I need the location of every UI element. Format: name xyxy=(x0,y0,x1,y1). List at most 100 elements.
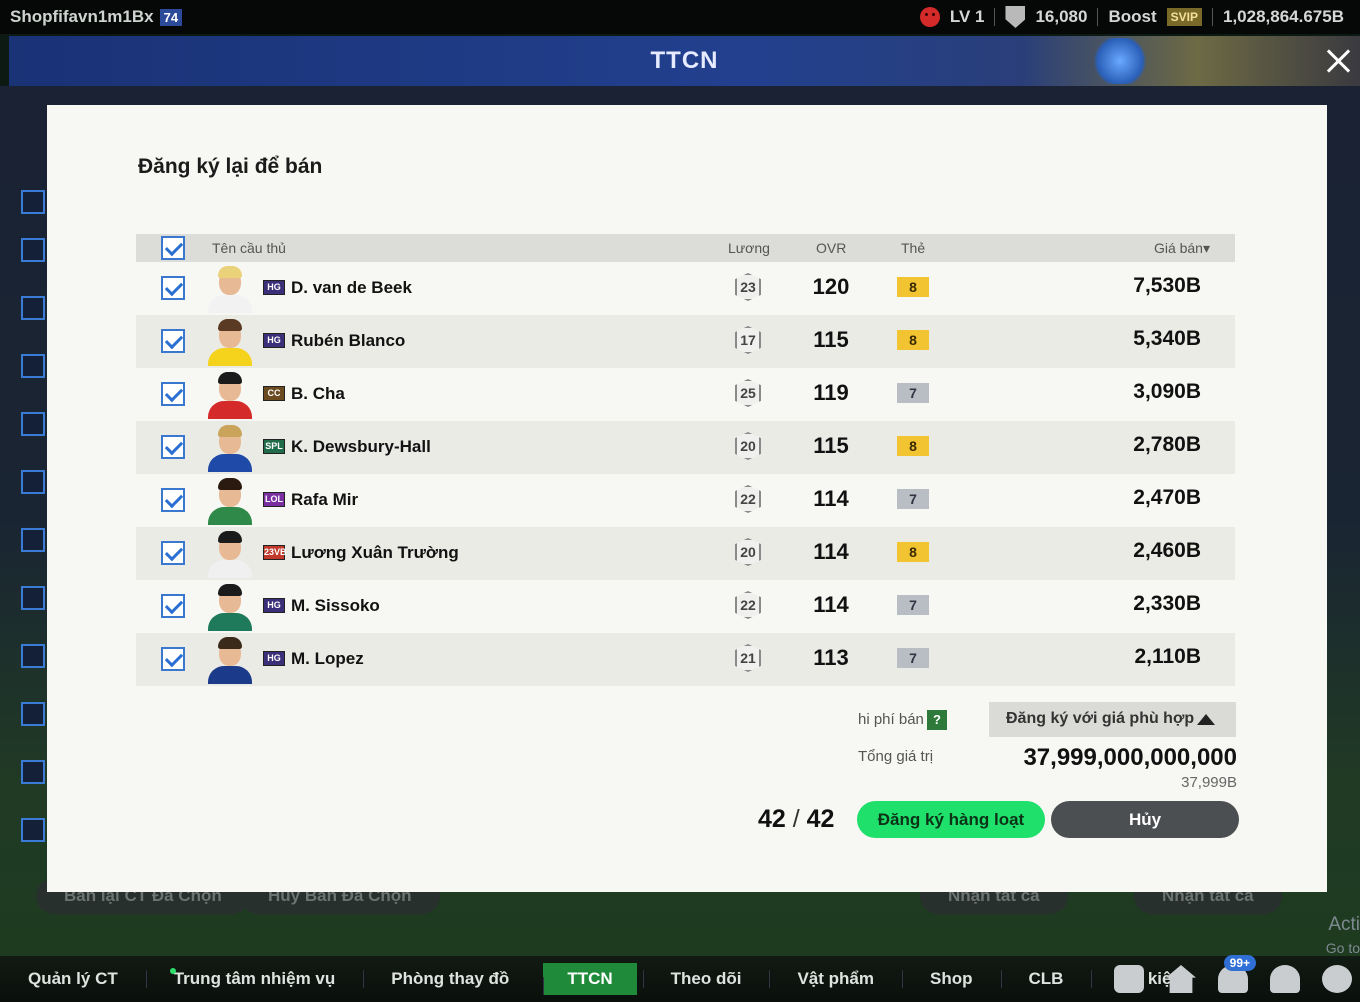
nav-item-shop[interactable]: Shop xyxy=(902,956,1001,1002)
nav-item-club[interactable]: CLB xyxy=(1000,956,1092,1002)
player-table: Tên cầu thủ Lương OVR Thẻ Giá bán▾ HG D. … xyxy=(136,234,1235,686)
table-row[interactable]: LOL Rafa Mir 22 114 7 2,470B xyxy=(136,474,1235,527)
salary-badge: 25 xyxy=(735,379,761,407)
svip-badge: SVIP xyxy=(1166,8,1202,26)
row-checkbox[interactable] xyxy=(161,435,185,459)
background-checkbox xyxy=(21,818,45,842)
bell-icon[interactable]: 99+ xyxy=(1218,955,1256,993)
background-checkbox xyxy=(21,354,45,378)
nav-item-ttcn[interactable]: TTCN xyxy=(543,963,637,995)
close-icon[interactable] xyxy=(1322,44,1356,78)
nav-item-locker[interactable]: Phòng thay đồ xyxy=(363,956,537,1002)
player-ovr: 114 xyxy=(813,539,849,564)
sell-price: 2,330B xyxy=(1133,592,1201,615)
background-checkbox xyxy=(21,528,45,552)
nav-item-items[interactable]: Vật phẩm xyxy=(769,956,902,1002)
total-value: 37,999,000,000,000 xyxy=(1023,744,1237,771)
player-name: M. Lopez xyxy=(291,649,364,668)
card-grade: 7 xyxy=(897,383,929,403)
player-name: Rubén Blanco xyxy=(291,331,406,350)
divider xyxy=(1212,8,1213,26)
profile-icon[interactable] xyxy=(1270,965,1300,993)
player-avatar xyxy=(206,583,254,631)
page-header: TTCN xyxy=(9,36,1360,86)
top-stats: LV 1 16,080 Boost SVIP 1,028,864.675B xyxy=(919,0,1344,34)
season-badge: LOL xyxy=(263,492,285,507)
player-avatar xyxy=(206,530,254,578)
gear-icon[interactable] xyxy=(1322,965,1352,993)
column-ovr: OVR xyxy=(816,240,847,256)
total-label: Tổng giá trị xyxy=(858,748,934,765)
player-name: Rafa Mir xyxy=(291,490,359,509)
season-badge: HG xyxy=(263,280,285,295)
selection-count: 42 / 42 xyxy=(758,805,834,834)
chat-icon[interactable] xyxy=(1114,965,1144,993)
table-row[interactable]: HG M. Sissoko 22 114 7 2,330B xyxy=(136,580,1235,633)
salary-badge: 20 xyxy=(735,432,761,460)
background-checkbox xyxy=(21,760,45,784)
background-checkbox xyxy=(21,190,45,214)
background-checkbox xyxy=(21,238,45,262)
sell-price: 3,090B xyxy=(1133,380,1201,403)
player-avatar xyxy=(206,477,254,525)
player-ovr: 114 xyxy=(813,592,849,617)
table-row[interactable]: CC B. Cha 25 119 7 3,090B xyxy=(136,368,1235,421)
salary-badge: 20 xyxy=(735,538,761,566)
player-ovr: 115 xyxy=(813,327,849,352)
count-total: 42 xyxy=(806,805,835,833)
balance: 1,028,864.675B xyxy=(1223,7,1344,26)
player-name: D. van de Beek xyxy=(291,278,412,297)
bulk-register-button[interactable]: Đăng ký hàng loạt xyxy=(857,801,1045,838)
nav-item-watch[interactable]: Theo dõi xyxy=(642,956,770,1002)
background-checkbox xyxy=(21,644,45,668)
season-badge: HG xyxy=(263,651,285,666)
price-mode-value: Đăng ký với giá phù hợp xyxy=(1006,710,1195,727)
rank-points: 16,080 xyxy=(1035,7,1088,26)
table-row[interactable]: HG D. van de Beek 23 120 8 7,530B xyxy=(136,262,1235,315)
table-row[interactable]: HG Rubén Blanco 17 115 8 5,340B xyxy=(136,315,1235,368)
player-ovr: 113 xyxy=(813,645,849,670)
select-all-checkbox[interactable] xyxy=(161,236,185,260)
row-checkbox[interactable] xyxy=(161,329,185,353)
salary-badge: 22 xyxy=(735,591,761,619)
player-name: K. Dewsbury-Hall xyxy=(291,437,431,456)
sell-price: 2,470B xyxy=(1133,486,1201,509)
count-separator: / xyxy=(785,805,807,833)
home-icon[interactable]: 6 xyxy=(1166,965,1196,993)
price-mode-dropdown[interactable]: Đăng ký với giá phù hợp xyxy=(989,702,1236,737)
row-checkbox[interactable] xyxy=(161,594,185,618)
player-ovr: 115 xyxy=(813,433,849,458)
mood-face-icon xyxy=(919,7,940,27)
nav-icon-group: 6 99+ xyxy=(1114,955,1352,1002)
row-checkbox[interactable] xyxy=(161,382,185,406)
row-checkbox[interactable] xyxy=(161,541,185,565)
player-avatar xyxy=(206,318,254,366)
player-ovr: 119 xyxy=(813,380,849,405)
nav-item-squad[interactable]: Quản lý CT xyxy=(28,969,118,988)
watermark-subtext: Go to xyxy=(1325,940,1360,956)
nav-item-missions[interactable]: Trung tâm nhiệm vụ xyxy=(145,956,364,1002)
row-checkbox[interactable] xyxy=(161,647,185,671)
cancel-button[interactable]: Hủy xyxy=(1051,801,1239,838)
column-name: Tên cầu thủ xyxy=(212,240,286,256)
season-badge: CC xyxy=(263,386,285,401)
fee-label: hi phí bán xyxy=(858,711,924,728)
table-row[interactable]: SPL K. Dewsbury-Hall 20 115 8 2,780B xyxy=(136,421,1235,474)
modal-title: Đăng ký lại để bán xyxy=(138,155,323,178)
column-price-sort[interactable]: Giá bán▾ xyxy=(1153,240,1210,256)
table-row[interactable]: 23VB Lương Xuân Trường 20 114 8 2,460B xyxy=(136,527,1235,580)
help-icon[interactable]: ? xyxy=(927,710,947,730)
boost-label[interactable]: Boost xyxy=(1108,7,1157,26)
player-ovr: 114 xyxy=(813,486,849,511)
sell-price: 5,340B xyxy=(1133,327,1201,350)
card-grade: 8 xyxy=(897,330,929,350)
card-grade: 8 xyxy=(897,436,929,456)
row-checkbox[interactable] xyxy=(161,488,185,512)
row-checkbox[interactable] xyxy=(161,276,185,300)
table-row[interactable]: HG M. Lopez 21 113 7 2,110B xyxy=(136,633,1235,686)
relist-modal: Đăng ký lại để bán Tên cầu thủ Lương OVR… xyxy=(47,105,1327,892)
season-badge: HG xyxy=(263,598,285,613)
total-short: 37,999B xyxy=(1181,774,1237,791)
column-salary: Lương xyxy=(728,240,770,256)
background-checkbox xyxy=(21,296,45,320)
